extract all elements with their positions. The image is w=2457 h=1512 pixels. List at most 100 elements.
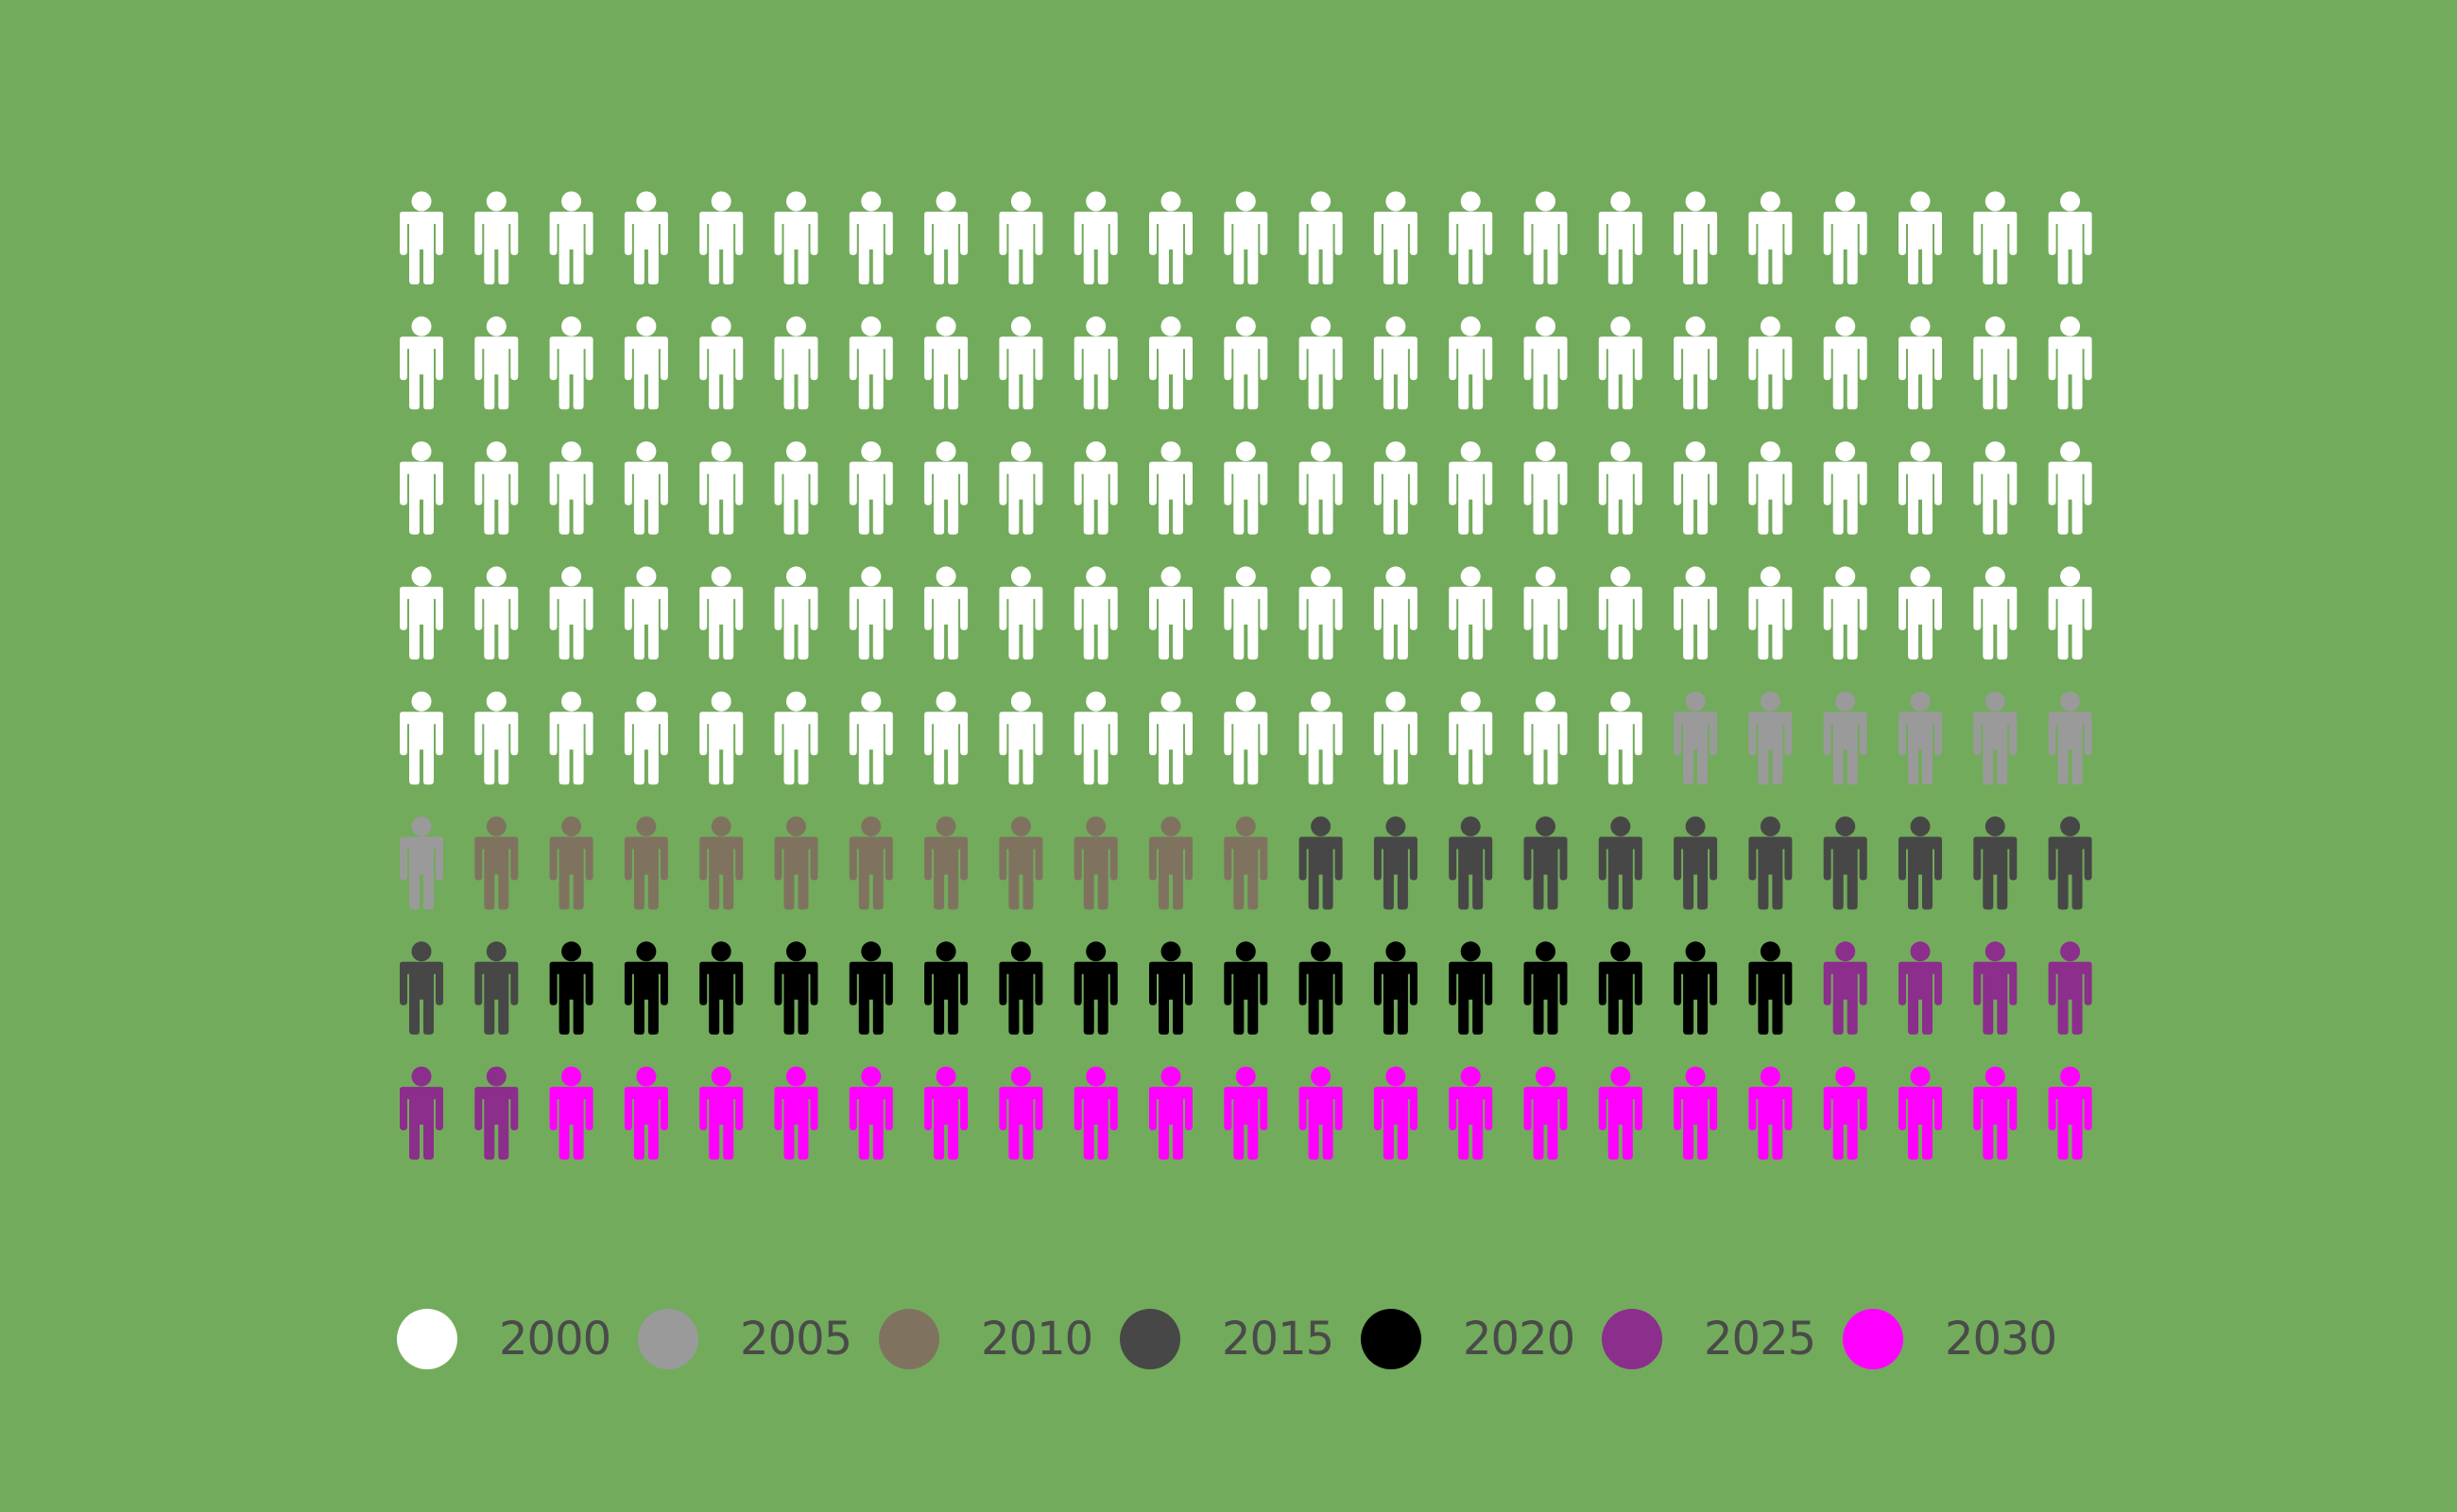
person-icon: [474, 566, 519, 660]
person-icon: [624, 816, 668, 910]
person-icon: [999, 941, 1043, 1035]
person-icon: [924, 316, 969, 410]
person-icon: [1973, 1066, 2018, 1160]
person-icon: [1224, 816, 1268, 910]
person-icon: [474, 316, 519, 410]
person-icon: [699, 691, 744, 785]
person-icon: [1074, 566, 1118, 660]
person-icon: [1899, 816, 1942, 910]
legend-item: 2000: [397, 1309, 638, 1369]
person-icon: [624, 191, 668, 284]
person-icon: [1224, 441, 1268, 535]
legend-swatch: [1361, 1309, 1421, 1369]
person-icon: [849, 941, 893, 1035]
person-icon: [1823, 316, 1867, 410]
person-icon: [924, 691, 969, 785]
person-icon: [1899, 441, 1942, 535]
person-icon: [1973, 566, 2018, 660]
person-icon: [1074, 691, 1118, 785]
legend: 2000 2005 2010 2015 2020 2025 2030: [397, 1309, 2084, 1369]
person-icon: [1298, 941, 1343, 1035]
person-icon: [924, 441, 969, 535]
person-icon: [1373, 316, 1418, 410]
person-icon: [1598, 691, 1642, 785]
person-icon: [1149, 691, 1193, 785]
person-icon: [924, 1066, 969, 1160]
person-icon: [1449, 566, 1493, 660]
person-icon: [474, 816, 519, 910]
person-icon: [1598, 941, 1642, 1035]
person-icon: [1823, 1066, 1867, 1160]
person-icon: [2048, 816, 2092, 910]
person-icon: [1598, 191, 1642, 284]
person-icon: [849, 1066, 893, 1160]
person-icon: [474, 691, 519, 785]
legend-item: 2030: [1843, 1309, 2084, 1369]
person-icon: [1823, 941, 1867, 1035]
person-icon: [2048, 691, 2092, 785]
person-icon: [2048, 316, 2092, 410]
person-icon: [2048, 441, 2092, 535]
person-icon: [1823, 191, 1867, 284]
person-icon: [1674, 941, 1718, 1035]
person-icon: [1224, 691, 1268, 785]
person-icon: [1224, 1066, 1268, 1160]
person-icon: [1748, 1066, 1793, 1160]
person-icon: [1823, 566, 1867, 660]
person-icon: [1674, 1066, 1718, 1160]
person-icon: [624, 941, 668, 1035]
person-icon: [999, 316, 1043, 410]
person-icon: [1224, 941, 1268, 1035]
person-icon: [624, 691, 668, 785]
person-icon: [1449, 441, 1493, 535]
person-icon: [1373, 941, 1418, 1035]
person-icon: [1523, 941, 1568, 1035]
person-icon: [1449, 816, 1493, 910]
person-icon: [1598, 441, 1642, 535]
person-icon: [1674, 566, 1718, 660]
person-icon: [1899, 1066, 1942, 1160]
person-icon: [1298, 1066, 1343, 1160]
person-icon: [400, 316, 443, 410]
person-icon: [1748, 691, 1793, 785]
person-icon: [1149, 316, 1193, 410]
person-icon: [400, 691, 443, 785]
person-icon: [1674, 816, 1718, 910]
person-icon: [774, 816, 818, 910]
person-icon: [999, 816, 1043, 910]
person-icon: [699, 566, 744, 660]
person-icon: [474, 941, 519, 1035]
person-icon: [849, 691, 893, 785]
person-icon: [624, 441, 668, 535]
person-icon: [1074, 316, 1118, 410]
person-icon: [1298, 816, 1343, 910]
person-icon: [1523, 1066, 1568, 1160]
person-icon: [924, 191, 969, 284]
person-icon: [1899, 566, 1942, 660]
person-icon: [549, 441, 593, 535]
person-icon: [1149, 1066, 1193, 1160]
person-icon: [1074, 441, 1118, 535]
person-icon: [849, 316, 893, 410]
person-icon: [1074, 816, 1118, 910]
person-icon: [1523, 316, 1568, 410]
icon-grid: [400, 191, 2092, 1160]
legend-label: 2025: [1704, 1313, 1816, 1366]
person-icon: [849, 191, 893, 284]
person-icon: [1449, 1066, 1493, 1160]
person-icon: [549, 816, 593, 910]
person-icon: [1823, 816, 1867, 910]
person-icon: [2048, 566, 2092, 660]
person-icon: [1449, 691, 1493, 785]
person-icon: [1149, 941, 1193, 1035]
person-icon: [1224, 566, 1268, 660]
person-icon: [1523, 816, 1568, 910]
person-icon: [1449, 316, 1493, 410]
person-icon: [699, 316, 744, 410]
person-icon: [1899, 691, 1942, 785]
person-icon: [1449, 191, 1493, 284]
person-icon: [699, 441, 744, 535]
person-icon: [1748, 441, 1793, 535]
person-icon: [1373, 191, 1418, 284]
person-icon: [1373, 566, 1418, 660]
